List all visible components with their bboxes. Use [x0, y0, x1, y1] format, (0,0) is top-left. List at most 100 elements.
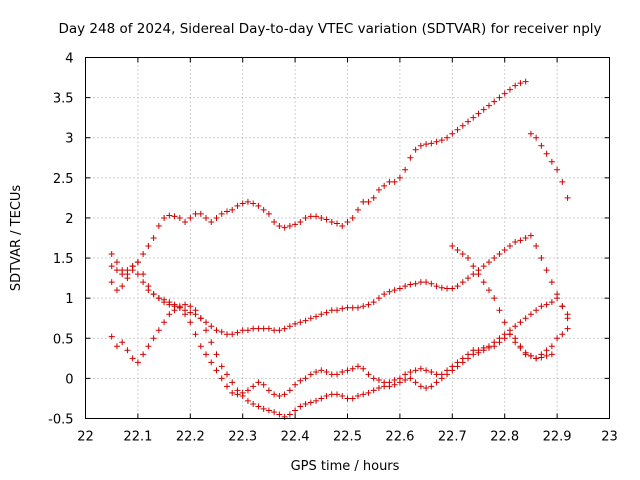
data-point: [423, 367, 430, 374]
data-point: [161, 296, 168, 303]
data-point: [438, 137, 445, 144]
data-point: [423, 385, 430, 392]
data-point: [213, 327, 220, 334]
data-point: [113, 259, 120, 266]
y-tick-label: 0.5: [53, 332, 74, 347]
data-point: [527, 130, 534, 137]
data-point: [344, 218, 351, 225]
data-point: [260, 405, 267, 412]
data-point: [182, 218, 189, 225]
data-point: [292, 381, 299, 388]
data-point: [527, 352, 534, 359]
x-tick-labels: 22 22.1 22.2 22.3 22.4 22.5 22.6 22.7 22.8 22.9 23: [77, 430, 618, 445]
data-point: [297, 377, 304, 384]
data-point: [533, 134, 540, 141]
data-point: [475, 271, 482, 278]
data-point: [470, 351, 477, 358]
data-point: [360, 365, 367, 372]
data-point: [449, 243, 456, 250]
data-point: [213, 351, 220, 358]
data-point: [171, 307, 178, 314]
data-point: [517, 319, 524, 326]
data-point: [187, 214, 194, 221]
x-tick-label: 22.3: [228, 430, 257, 445]
data-point: [250, 325, 257, 332]
data-point: [349, 214, 356, 221]
data-point: [218, 375, 225, 382]
data-point: [313, 313, 320, 320]
data-point: [407, 281, 414, 288]
data-point: [271, 218, 278, 225]
data-point: [197, 315, 204, 322]
x-tick-label: 22.2: [176, 430, 205, 445]
data-point: [182, 301, 189, 308]
data-point: [417, 365, 424, 372]
data-point: [548, 343, 555, 350]
data-point: [459, 122, 466, 129]
data-point: [360, 198, 367, 205]
data-point: [176, 303, 183, 310]
data-point: [313, 368, 320, 375]
grid-lines: [85, 57, 610, 419]
data-point: [496, 339, 503, 346]
data-point: [344, 367, 351, 374]
data-point: [475, 110, 482, 117]
data-point: [265, 407, 272, 414]
data-point: [470, 263, 477, 270]
data-point: [286, 222, 293, 229]
data-point: [250, 200, 257, 207]
data-point: [396, 174, 403, 181]
data-point: [501, 247, 508, 254]
data-point: [302, 375, 309, 382]
data-point: [433, 138, 440, 145]
data-point: [543, 352, 550, 359]
data-point: [428, 280, 435, 287]
data-point: [234, 202, 241, 209]
data-point: [365, 389, 372, 396]
data-point: [533, 307, 540, 314]
data-point: [339, 368, 346, 375]
data-point: [375, 295, 382, 302]
data-point: [370, 194, 377, 201]
data-point: [543, 150, 550, 157]
data-point: [187, 303, 194, 310]
data-point: [197, 210, 204, 217]
data-point: [318, 311, 325, 318]
data-point: [155, 222, 162, 229]
x-tick-label: 22.7: [438, 430, 467, 445]
data-point: [318, 214, 325, 221]
x-tick-label: 22.6: [385, 430, 414, 445]
series-0: [108, 78, 571, 278]
data-point: [124, 267, 131, 274]
data-point: [134, 271, 141, 278]
data-point: [402, 166, 409, 173]
series-4: [449, 243, 555, 362]
data-point: [328, 218, 335, 225]
data-point: [323, 216, 330, 223]
data-point: [449, 130, 456, 137]
data-point: [197, 343, 204, 350]
data-point: [538, 255, 545, 262]
data-point: [229, 206, 236, 213]
data-point: [475, 349, 482, 356]
data-point: [234, 387, 241, 394]
data-point: [370, 387, 377, 394]
data-point: [402, 371, 409, 378]
data-point: [334, 391, 341, 398]
data-point: [203, 351, 210, 358]
data-point: [208, 323, 215, 330]
data-point: [554, 166, 561, 173]
data-point: [386, 383, 393, 390]
data-point: [108, 333, 115, 340]
data-point: [265, 387, 272, 394]
data-point: [428, 140, 435, 147]
data-point: [150, 335, 157, 342]
data-point: [155, 327, 162, 334]
y-axis-label: SDTVAR / TECUs: [9, 185, 24, 292]
data-point: [470, 271, 477, 278]
data-point: [192, 331, 199, 338]
data-point: [349, 365, 356, 372]
data-point: [328, 391, 335, 398]
data-point: [375, 376, 382, 383]
data-point: [244, 397, 251, 404]
